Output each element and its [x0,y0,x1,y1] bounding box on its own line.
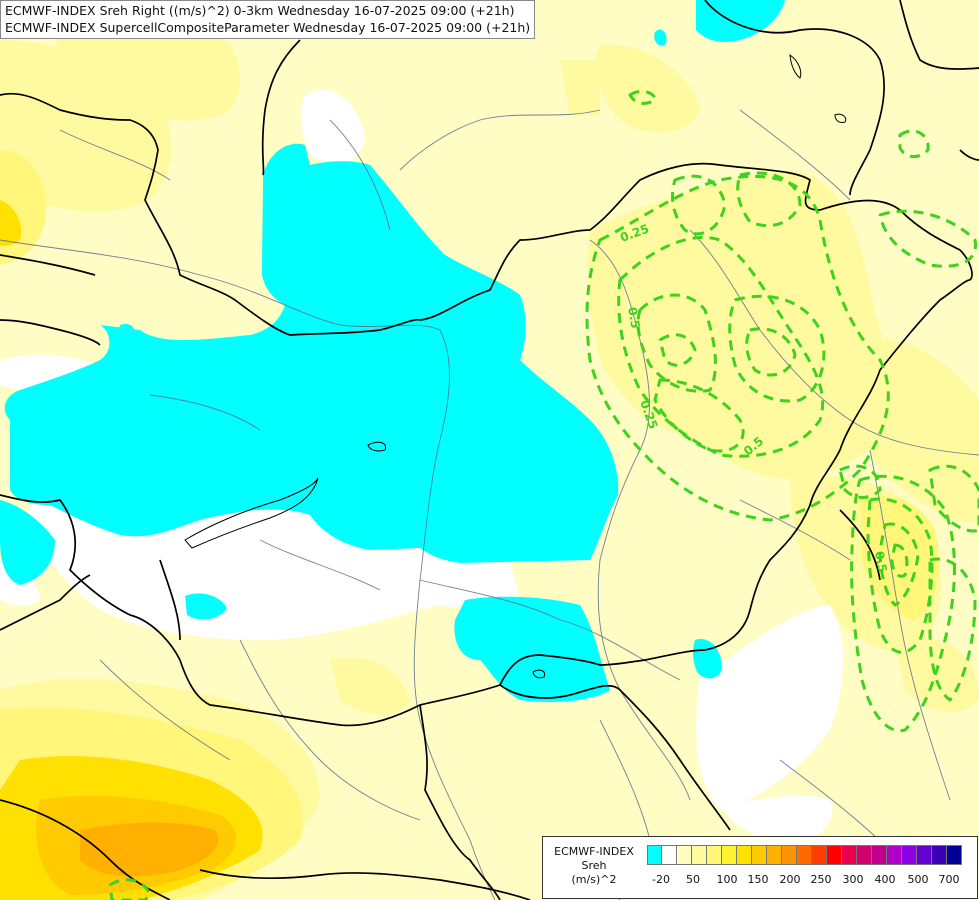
legend-swatch [947,845,962,865]
legend-swatches [647,845,962,865]
legend-swatch [737,845,752,865]
sreh-dark-orange-areas [80,822,219,877]
legend-swatch [812,845,827,865]
legend-name-line1: ECMWF-INDEX [554,845,634,858]
title-line-scp: ECMWF-INDEX SupercellCompositeParameter … [5,20,531,35]
legend-swatch [647,845,662,865]
legend-swatch [767,845,782,865]
legend-swatch [842,845,857,865]
scp-contours [108,89,979,900]
map-title-box: ECMWF-INDEX Sreh Right ((m/s)^2) 0-3km W… [0,0,536,39]
sreh-white-areas [0,90,844,845]
legend-tick-label: -20 [652,873,670,886]
title-line-sreh: ECMWF-INDEX Sreh Right ((m/s)^2) 0-3km W… [5,3,515,18]
legend-tick-label: 150 [747,873,769,886]
contour-label-b: 0.5 [625,306,642,329]
legend-tick-label: 50 [686,873,700,886]
color-legend: ECMWF-INDEX Sreh (m/s)^2 -20 50 100 150 200 2… [542,836,978,899]
legend-tick-label: 400 [874,873,896,886]
legend-swatch [707,845,722,865]
legend-swatch [887,845,902,865]
legend-swatch [827,845,842,865]
legend-name-line3: (m/s)^2 [571,873,617,886]
legend-swatch [722,845,737,865]
legend-name: ECMWF-INDEX Sreh (m/s)^2 [545,845,643,887]
legend-tick-label: 300 [842,873,864,886]
legend-swatch [872,845,887,865]
legend-swatch [857,845,872,865]
legend-tick-label: 250 [810,873,832,886]
lakes [184,53,847,679]
legend-tick-label: 100 [716,873,738,886]
legend-swatch [932,845,947,865]
legend-swatch [902,845,917,865]
legend-tick-label: 200 [779,873,801,886]
legend-swatch [662,845,677,865]
legend-tick-label: 500 [907,873,929,886]
legend-name-line2: Sreh [581,859,607,872]
legend-swatch [752,845,767,865]
legend-swatch [917,845,932,865]
legend-swatch [797,845,812,865]
legend-tick-label: 700 [938,873,960,886]
contour-label-e: 0.5 [872,550,889,573]
legend-swatch [692,845,707,865]
legend-ticks: -20 50 100 150 200 250 300 400 500 700 [647,873,977,889]
legend-swatch [782,845,797,865]
legend-swatch [677,845,692,865]
